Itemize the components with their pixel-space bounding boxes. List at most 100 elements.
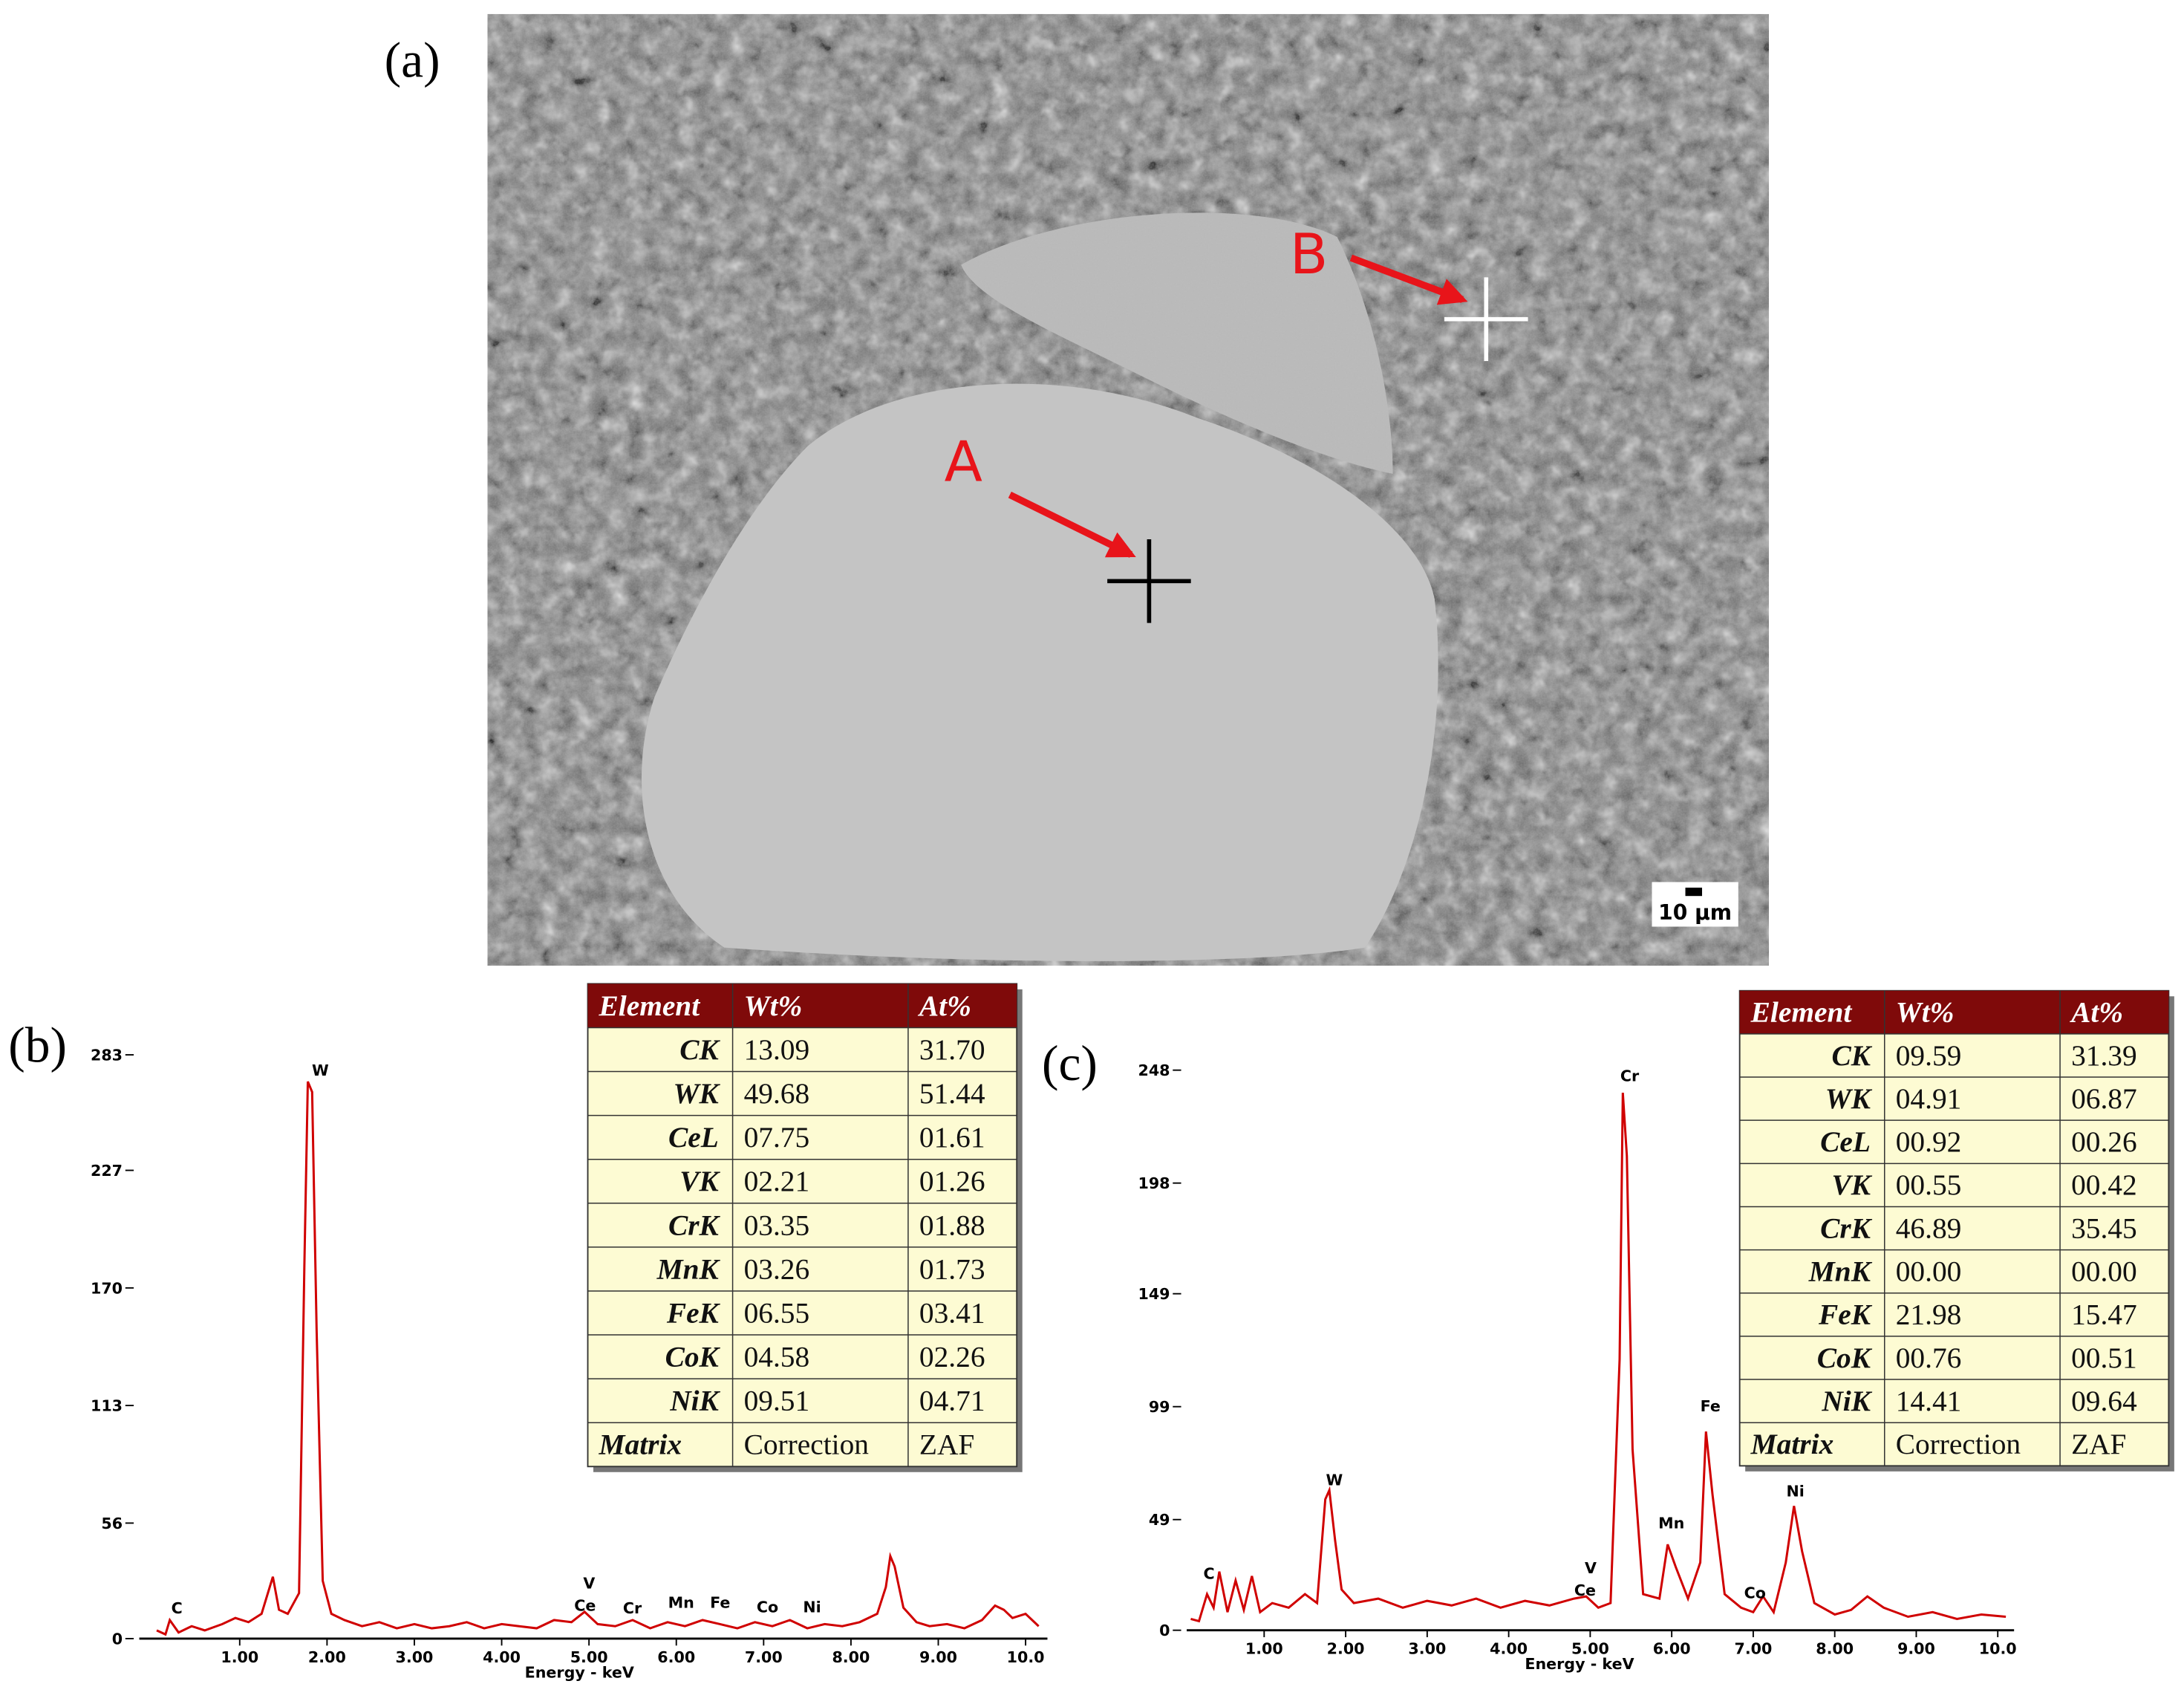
x-tick-label: 2.00: [1327, 1640, 1365, 1658]
point-label: A: [945, 429, 982, 494]
point-label: B: [1290, 221, 1328, 287]
x-tick-label: 10.0: [1979, 1640, 2017, 1658]
x-tick-label: 1.00: [221, 1648, 258, 1666]
table-cell: 51.44: [919, 1077, 985, 1110]
table-cell: 03.26: [744, 1252, 810, 1285]
y-tick-label: 0: [112, 1630, 123, 1648]
peak-label: C: [172, 1599, 183, 1617]
y-tick-label: 248: [1138, 1061, 1170, 1079]
table-header-bg: [1739, 990, 2169, 1034]
table-cell: 04.71: [919, 1385, 985, 1417]
x-tick-label: 7.00: [1734, 1640, 1772, 1658]
x-tick-label: 5.00: [1571, 1640, 1609, 1658]
table-header: At%: [2069, 996, 2123, 1029]
table-cell: 35.45: [2071, 1212, 2137, 1244]
table-cell: ZAF: [919, 1428, 974, 1461]
spectrum-line: [156, 1081, 1040, 1636]
peak-label: Fe: [1701, 1397, 1721, 1415]
x-tick-label: 4.00: [483, 1648, 521, 1666]
table-header: Wt%: [744, 989, 803, 1022]
x-tick-label: 9.00: [1897, 1640, 1935, 1658]
table-cell: Correction: [744, 1428, 870, 1461]
x-tick-label: 5.00: [570, 1648, 608, 1666]
table-cell: 04.91: [1896, 1082, 1962, 1115]
panel-label: (c): [1042, 1035, 1098, 1091]
y-tick-label: 49: [1149, 1511, 1170, 1529]
table-cell: 13.09: [744, 1033, 810, 1066]
table-cell: 49.68: [744, 1077, 810, 1110]
table-cell: 00.76: [1896, 1342, 1962, 1374]
y-tick-label: 283: [91, 1047, 123, 1064]
spectrum-line: [1190, 1092, 2007, 1623]
table-cell: MnK: [1808, 1255, 1873, 1287]
table-cell: 09.64: [2071, 1385, 2137, 1417]
x-axis-label: Energy - keV: [1525, 1655, 1634, 1673]
table-cell: CoK: [1817, 1342, 1873, 1374]
table-cell: FeK: [1818, 1298, 1873, 1331]
table-cell: 03.35: [744, 1209, 810, 1241]
x-tick-label: 10.0: [1007, 1648, 1045, 1666]
x-tick-label: 3.00: [1408, 1640, 1446, 1658]
table-cell: Matrix: [1750, 1428, 1834, 1460]
table-cell: 31.70: [919, 1033, 985, 1066]
x-tick-label: 9.00: [919, 1648, 957, 1666]
y-tick-label: 170: [91, 1279, 123, 1297]
y-tick-label: 0: [1159, 1622, 1170, 1639]
x-axis-label: Energy - keV: [525, 1663, 634, 1681]
peak-label: W: [312, 1061, 329, 1079]
table-cell: 00.00: [2071, 1255, 2137, 1287]
table-cell: WK: [1825, 1082, 1873, 1115]
table-cell: 46.89: [1896, 1212, 1962, 1244]
peak-label: Fe: [710, 1594, 730, 1612]
table-cell: 00.26: [2071, 1125, 2137, 1158]
peak-label: Ni: [803, 1598, 821, 1616]
table-cell: 00.55: [1896, 1168, 1962, 1201]
table-cell: 07.75: [744, 1121, 810, 1154]
panel-label: (b): [8, 1017, 67, 1073]
x-tick-label: 7.00: [745, 1648, 783, 1666]
x-tick-label: 2.00: [308, 1648, 346, 1666]
table-cell: 06.55: [744, 1296, 810, 1329]
table-header: Wt%: [1896, 996, 1955, 1029]
table-cell: MnK: [656, 1252, 721, 1285]
table-cell: 00.00: [1896, 1255, 1962, 1287]
table-cell: 14.41: [1896, 1385, 1962, 1417]
peak-label: W: [1326, 1472, 1343, 1489]
y-tick-label: 113: [91, 1397, 123, 1415]
table-cell: CK: [679, 1033, 720, 1066]
y-tick-label: 198: [1138, 1174, 1170, 1192]
x-tick-label: 3.00: [396, 1648, 434, 1666]
table-cell: 02.21: [744, 1165, 810, 1197]
table-cell: VK: [679, 1165, 720, 1197]
table-cell: 01.61: [919, 1121, 985, 1154]
peak-label: Cr: [1620, 1067, 1640, 1085]
peak-label: V: [1585, 1559, 1597, 1577]
x-tick-label: 8.00: [832, 1648, 870, 1666]
x-tick-label: 6.00: [1653, 1640, 1691, 1658]
table-cell: FeK: [666, 1296, 721, 1329]
table-body: [1738, 989, 2170, 1467]
table-cell: CrK: [668, 1209, 721, 1241]
table-header: Element: [599, 989, 701, 1022]
table-cell: 15.47: [2071, 1298, 2137, 1331]
peak-label: Ni: [1787, 1483, 1805, 1500]
table-cell: 01.88: [919, 1209, 985, 1241]
table-cell: 09.51: [744, 1385, 810, 1417]
peak-label: V: [583, 1574, 595, 1592]
peak-label: C: [1203, 1564, 1214, 1582]
table-cell: 21.98: [1896, 1298, 1962, 1331]
y-tick-label: 227: [91, 1162, 123, 1180]
table-cell: NiK: [1821, 1385, 1872, 1417]
table-cell: 00.51: [2071, 1342, 2137, 1374]
table-cell: CeL: [668, 1121, 719, 1154]
x-tick-label: 1.00: [1245, 1640, 1283, 1658]
table-cell: 03.41: [919, 1296, 985, 1329]
table-body: [587, 983, 1018, 1468]
table-cell: WK: [674, 1077, 721, 1110]
table-cell: ZAF: [2071, 1428, 2126, 1460]
y-tick-label: 56: [101, 1515, 123, 1532]
x-tick-label: 4.00: [1490, 1640, 1528, 1658]
table-cell: Matrix: [599, 1428, 682, 1461]
table-header-bg: [587, 983, 1017, 1028]
peak-label: Ce: [574, 1596, 596, 1614]
